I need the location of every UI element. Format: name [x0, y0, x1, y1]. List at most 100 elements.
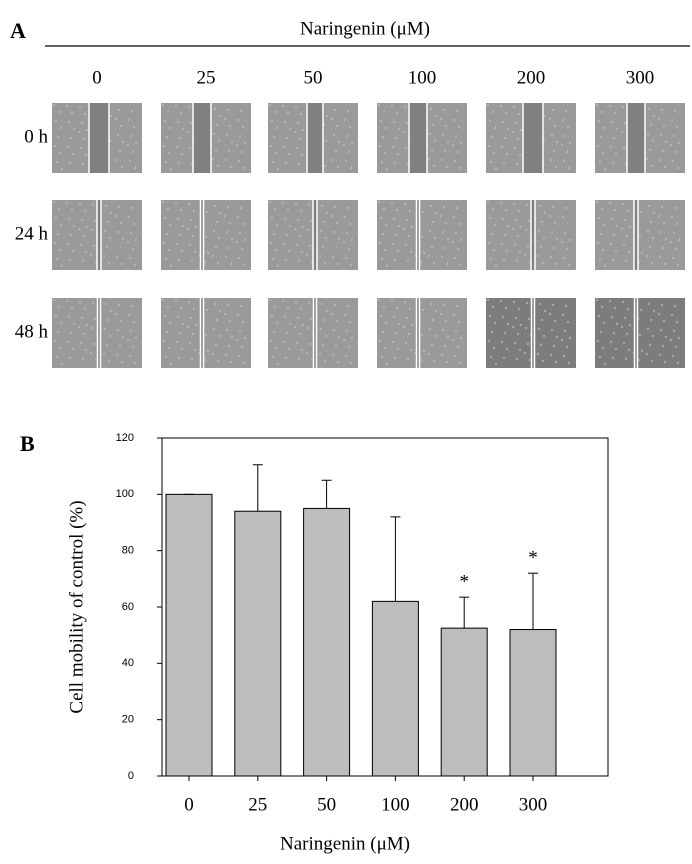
cell-texture: [392, 120, 396, 124]
cell-texture: [85, 323, 89, 327]
cell-texture: [459, 336, 463, 340]
cell-texture: [502, 356, 506, 360]
cell-texture: [132, 222, 136, 226]
cell-texture: [567, 361, 571, 365]
cell-texture: [660, 303, 664, 307]
cell-texture: [640, 349, 644, 353]
cell-texture: [488, 216, 492, 220]
cell-texture: [456, 247, 460, 251]
cell-texture: [513, 341, 517, 345]
cell-texture: [300, 250, 304, 254]
cell-texture: [612, 233, 616, 237]
cell-texture: [80, 316, 84, 320]
cell-texture: [597, 119, 601, 123]
cell-texture: [215, 220, 219, 224]
cell-texture: [395, 306, 399, 310]
cell-texture: [286, 111, 290, 115]
cell-texture: [237, 159, 241, 163]
cell-texture: [390, 299, 394, 303]
cell-texture: [161, 298, 165, 302]
cell-texture: [324, 334, 328, 338]
cell-texture: [323, 359, 327, 363]
cell-texture: [242, 361, 246, 365]
cell-texture: [395, 111, 399, 115]
cell-texture: [596, 339, 600, 343]
cell-texture: [241, 125, 245, 129]
cell-texture: [511, 227, 515, 231]
cell-texture: [80, 218, 84, 222]
cell-texture: [457, 320, 461, 324]
cell-texture: [491, 305, 495, 309]
cell-texture: [117, 205, 121, 209]
cell-texture: [443, 246, 447, 250]
cell-texture: [118, 246, 122, 250]
cell-texture: [118, 344, 122, 348]
cell-texture: [235, 240, 239, 244]
cell-texture: [516, 137, 520, 141]
cell-texture: [132, 320, 136, 324]
cell-texture: [109, 211, 113, 215]
cell-texture: [404, 146, 408, 150]
cell-texture: [106, 220, 110, 224]
x-tick-label: 50: [317, 794, 336, 815]
cell-texture: [518, 153, 522, 157]
cell-texture: [420, 333, 424, 337]
row-label: 0 h: [24, 126, 48, 147]
cell-texture: [330, 214, 334, 218]
panel-label: A: [10, 18, 26, 43]
cell-texture: [297, 162, 301, 166]
cell-texture: [652, 309, 656, 313]
cell-texture: [226, 108, 230, 112]
cell-texture: [669, 240, 673, 244]
cell-texture: [320, 204, 324, 208]
cell-texture: [269, 241, 273, 245]
cell-texture: [71, 249, 75, 253]
cell-texture: [614, 347, 618, 351]
cell-texture: [396, 249, 400, 253]
cell-texture: [120, 165, 124, 169]
cell-texture: [93, 219, 97, 223]
cell-texture: [350, 141, 354, 145]
cell-texture: [658, 353, 662, 357]
wound-gap: [523, 103, 543, 173]
cell-texture: [285, 136, 289, 140]
cell-texture: [548, 214, 552, 218]
cell-texture: [118, 149, 122, 153]
cell-texture: [335, 124, 339, 128]
cell-texture: [325, 309, 329, 313]
cell-texture: [282, 340, 286, 344]
cell-texture: [319, 229, 323, 233]
cell-texture: [505, 249, 509, 253]
x-tick-label: 200: [450, 794, 479, 815]
cell-texture: [407, 332, 411, 336]
panel-label: B: [20, 431, 35, 456]
cell-texture: [293, 325, 297, 329]
wound-gap: [531, 200, 535, 270]
y-tick-label: 100: [116, 488, 134, 500]
micrograph: [377, 200, 467, 270]
cell-texture: [218, 114, 222, 118]
cell-texture: [102, 352, 106, 356]
wound-gap: [97, 200, 101, 270]
cell-texture: [213, 302, 217, 306]
cell-texture: [321, 343, 325, 347]
cell-texture: [670, 215, 674, 219]
cell-texture: [177, 161, 181, 165]
cell-texture: [454, 329, 458, 333]
y-tick-label: 40: [122, 657, 134, 669]
cell-texture: [487, 339, 491, 343]
cell-texture: [81, 357, 85, 361]
cell-texture: [240, 345, 244, 349]
cell-texture: [66, 340, 70, 344]
cell-texture: [271, 355, 275, 359]
cell-texture: [652, 114, 656, 118]
cell-texture: [551, 303, 555, 307]
cell-texture: [189, 121, 193, 125]
cell-texture: [598, 355, 602, 359]
cell-texture: [309, 317, 313, 321]
cell-texture: [614, 249, 618, 253]
cell-texture: [567, 166, 571, 170]
cell-texture: [489, 257, 493, 261]
cell-texture: [211, 254, 215, 258]
cell-texture: [166, 110, 170, 114]
